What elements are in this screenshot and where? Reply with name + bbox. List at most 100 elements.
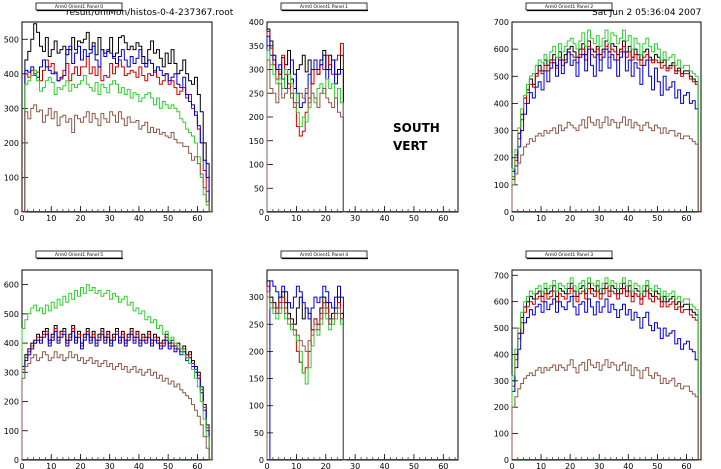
x-tick-label: 10 <box>291 462 301 469</box>
series-blue <box>511 48 701 213</box>
x-tick-label: 30 <box>350 214 360 223</box>
series-brown <box>21 351 212 461</box>
series-blue <box>22 45 212 213</box>
series-black <box>21 325 212 461</box>
x-tick-label: 20 <box>565 214 575 223</box>
series-brown <box>22 104 212 213</box>
y-tick-label: 400 <box>494 99 509 108</box>
y-tick-label: 300 <box>494 127 509 136</box>
x-tick-label: 40 <box>134 214 144 223</box>
x-tick-label: 0 <box>509 214 514 223</box>
y-tick-label: 200 <box>249 347 264 356</box>
x-tick-label: 10 <box>46 462 56 469</box>
y-tick-label: 400 <box>494 350 509 359</box>
y-tick-label: 600 <box>4 281 19 290</box>
y-tick-label: 300 <box>249 66 264 75</box>
x-tick-label: 30 <box>105 214 115 223</box>
y-tick-label: 0 <box>14 456 19 465</box>
plot-frame <box>266 21 459 213</box>
y-tick-label: 500 <box>494 72 509 81</box>
series-blue <box>511 295 701 461</box>
x-tick-label: 0 <box>264 214 269 223</box>
x-tick-label: 20 <box>75 214 85 223</box>
series-green <box>511 277 701 461</box>
plot-title: Arm0 Orient1 Panel 1 <box>300 4 348 10</box>
x-tick-label: 0 <box>19 214 24 223</box>
y-tick-label: 500 <box>494 324 509 333</box>
series-green <box>21 284 212 461</box>
y-tick-label: 100 <box>494 430 509 439</box>
y-tick-label: 600 <box>494 45 509 54</box>
plot-frame <box>266 269 459 461</box>
series-brown <box>511 359 701 461</box>
x-tick-label: 50 <box>409 214 419 223</box>
series-black <box>22 23 212 213</box>
series-black <box>511 40 701 213</box>
x-tick-label: 40 <box>623 214 633 223</box>
series-blue <box>267 280 347 461</box>
y-tick-label: 100 <box>494 181 509 190</box>
x-tick-label: 20 <box>75 462 85 469</box>
x-tick-label: 20 <box>565 462 575 469</box>
x-tick-label: 60 <box>681 214 691 223</box>
series-red <box>511 288 701 461</box>
x-tick-label: 60 <box>192 214 202 223</box>
series-red <box>21 328 212 461</box>
series-green <box>266 50 347 213</box>
y-tick-label: 100 <box>4 427 19 436</box>
y-tick-label: 350 <box>249 42 264 51</box>
x-tick-label: 10 <box>291 214 301 223</box>
y-tick-label: 0 <box>259 208 264 217</box>
y-tick-label: 400 <box>4 339 19 348</box>
y-tick-label: 0 <box>504 208 509 217</box>
plot-title: Arm0 Orient1 Panel 4 <box>300 252 348 258</box>
x-tick-label: 40 <box>379 462 389 469</box>
y-tick-label: 700 <box>494 271 509 280</box>
x-tick-label: 10 <box>536 462 546 469</box>
y-tick-label: 400 <box>4 70 19 79</box>
y-tick-label: 200 <box>4 139 19 148</box>
y-tick-label: 200 <box>494 403 509 412</box>
y-tick-label: 150 <box>249 137 264 146</box>
y-tick-label: 200 <box>4 398 19 407</box>
x-tick-label: 50 <box>652 462 662 469</box>
x-tick-label: 60 <box>681 462 691 469</box>
series-brown <box>511 116 701 213</box>
x-tick-label: 0 <box>509 462 514 469</box>
y-tick-label: 250 <box>249 320 264 329</box>
y-tick-label: 250 <box>249 89 264 98</box>
x-tick-label: 50 <box>163 462 173 469</box>
y-tick-label: 300 <box>4 368 19 377</box>
x-tick-label: 60 <box>438 214 448 223</box>
series-red <box>511 45 701 213</box>
y-tick-label: 50 <box>254 429 264 438</box>
series-brown <box>266 291 347 461</box>
x-tick-label: 30 <box>594 214 604 223</box>
x-tick-label: 0 <box>264 462 269 469</box>
x-tick-label: 30 <box>105 462 115 469</box>
series-black <box>266 28 347 213</box>
y-tick-label: 0 <box>259 456 264 465</box>
x-tick-label: 40 <box>623 462 633 469</box>
y-tick-label: 600 <box>494 298 509 307</box>
series-blue <box>21 330 212 461</box>
x-tick-label: 20 <box>321 462 331 469</box>
x-tick-label: 30 <box>594 462 604 469</box>
y-tick-label: 0 <box>14 208 19 217</box>
y-tick-label: 700 <box>494 18 509 27</box>
x-tick-label: 50 <box>652 214 662 223</box>
y-tick-label: 100 <box>249 402 264 411</box>
y-tick-label: 0 <box>504 456 509 465</box>
y-tick-label: 400 <box>249 18 264 27</box>
x-tick-label: 40 <box>134 462 144 469</box>
y-tick-label: 300 <box>494 377 509 386</box>
plot-title: Arm0 Orient1 Panel 0 <box>55 4 103 10</box>
plot-title: Arm0 Orient1 Panel 3 <box>545 252 593 258</box>
plot-frame <box>21 21 213 213</box>
x-tick-label: 10 <box>536 214 546 223</box>
x-tick-label: 0 <box>19 462 24 469</box>
y-tick-label: 100 <box>4 173 19 182</box>
y-tick-label: 150 <box>249 375 264 384</box>
